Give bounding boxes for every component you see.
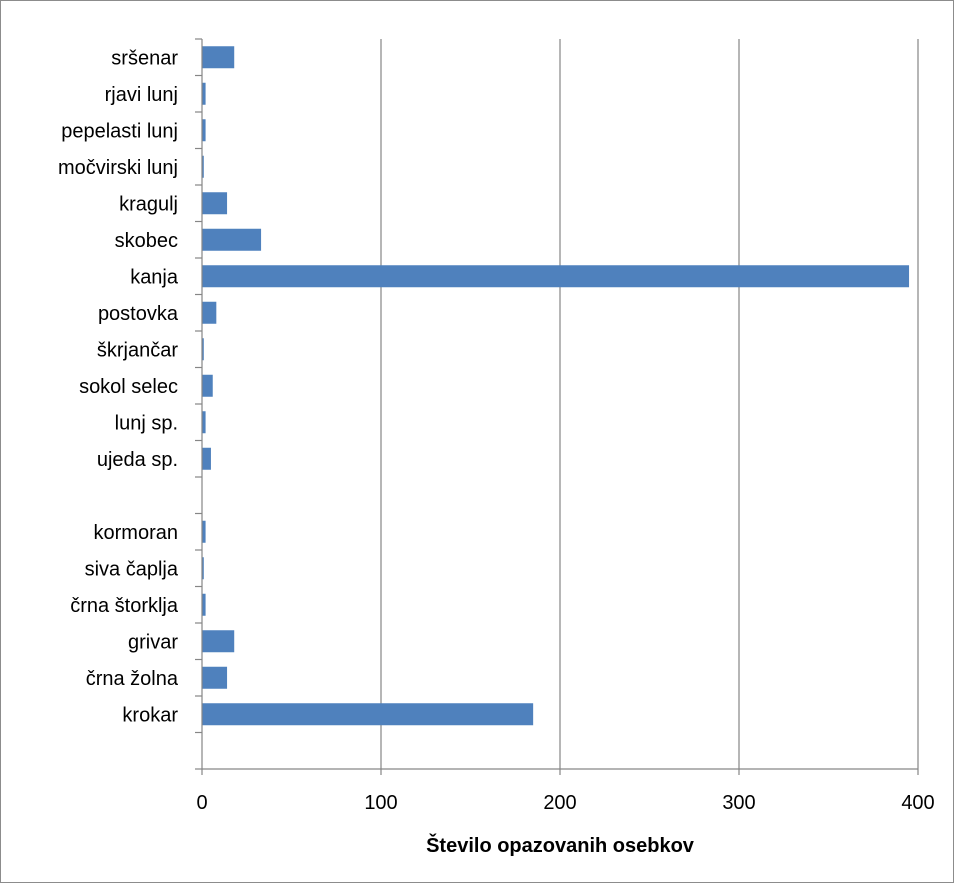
axes	[195, 39, 918, 775]
y-tick-label: škrjančar	[97, 339, 178, 361]
y-tick-label: pepelasti lunj	[61, 120, 178, 142]
x-tick-labels: 0 100 200 300 400	[196, 792, 934, 814]
bar-postovka	[202, 302, 216, 324]
bar-krokar	[202, 703, 533, 725]
x-tick-label: 200	[543, 792, 576, 814]
y-tick-label: postovka	[98, 303, 179, 325]
x-tick-label: 400	[901, 792, 934, 814]
y-tick-label: lunj sp.	[115, 412, 178, 434]
x-axis-title: Število opazovanih osebkov	[426, 833, 695, 857]
y-tick-label: črna žolna	[86, 668, 179, 690]
x-tick-label: 300	[722, 792, 755, 814]
y-tick-label: ujeda sp.	[97, 449, 178, 471]
y-tick-label: kanja	[130, 266, 179, 288]
bar-grivar	[202, 630, 234, 652]
y-tick-label: močvirski lunj	[58, 157, 178, 179]
y-tick-label: skobec	[115, 230, 178, 252]
y-tick-label: črna štorklja	[70, 595, 179, 617]
bar-ujeda-sp.	[202, 448, 211, 470]
bar-skobec	[202, 229, 261, 251]
bar-sokol-selec	[202, 375, 213, 397]
bar-črna-žolna	[202, 667, 227, 689]
y-tick-labels: sršenar rjavi lunj pepelasti lunj močvirski…	[58, 47, 179, 726]
y-tick-label: siva čaplja	[85, 558, 179, 580]
x-tick-label: 100	[364, 792, 397, 814]
y-tick-label: rjavi lunj	[105, 84, 178, 106]
bar-kragulj	[202, 192, 227, 214]
y-tick-label: krokar	[122, 704, 178, 726]
bar-kanja	[202, 265, 909, 287]
x-tick-label: 0	[196, 792, 207, 814]
bars	[202, 46, 909, 725]
y-tick-label: sršenar	[111, 47, 178, 69]
bar-sršenar	[202, 46, 234, 68]
y-tick-label: kragulj	[119, 193, 178, 215]
gridlines	[381, 39, 918, 769]
y-tick-label: sokol selec	[79, 376, 178, 398]
y-tick-label: grivar	[128, 631, 178, 653]
y-tick-label: kormoran	[94, 522, 178, 544]
